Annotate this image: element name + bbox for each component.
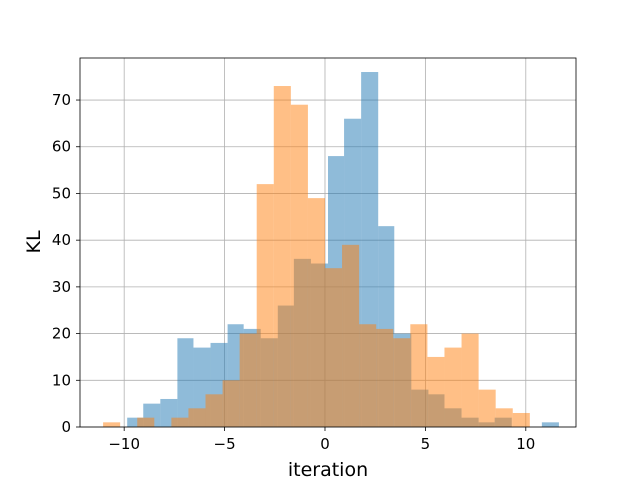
histogram-bar-series-2 <box>222 380 240 427</box>
x-axis-label: iteration <box>288 459 368 480</box>
histogram-bar-series-2 <box>205 394 223 427</box>
histogram-bar-series-2 <box>410 324 428 427</box>
y-axis-label: KL <box>23 230 45 253</box>
plot-frame <box>79 57 577 428</box>
histogram-bar-series-2 <box>342 244 360 427</box>
histogram-bar-series-2 <box>103 422 121 427</box>
histogram-bar-series-1 <box>177 338 194 427</box>
histogram-bar-series-1 <box>127 417 144 427</box>
histogram-bar-series-2 <box>376 328 394 427</box>
x-tick-label: 5 <box>421 435 431 453</box>
x-tick-label: −10 <box>108 435 140 453</box>
histogram-bar-series-2 <box>290 104 308 427</box>
y-tick-label: 60 <box>52 138 71 156</box>
histogram-bar-series-2 <box>393 338 411 427</box>
histogram-bar-series-2 <box>239 333 257 427</box>
x-tick-label: 0 <box>320 435 330 453</box>
x-tick-label: 10 <box>516 435 535 453</box>
histogram-bar-series-2 <box>137 417 155 427</box>
y-tick-label: 50 <box>52 184 71 202</box>
y-tick-label: 0 <box>61 418 71 436</box>
y-tick-label: 70 <box>52 91 71 109</box>
axis-ticks: −10 −5 0 5 10 0 10 20 30 40 50 60 70 <box>52 91 535 453</box>
histogram-bar-series-2 <box>273 86 291 427</box>
histogram-bar-series-1 <box>541 422 559 427</box>
y-tick-label: 30 <box>52 278 71 296</box>
y-tick-label: 10 <box>52 371 71 389</box>
y-tick-label: 20 <box>52 325 71 343</box>
histogram-bar-series-2 <box>495 408 513 427</box>
histogram-bar-series-2 <box>478 389 496 427</box>
histogram-bar-series-2 <box>512 412 530 427</box>
histogram-bar-series-2 <box>427 356 445 427</box>
histogram-bars <box>103 72 559 427</box>
histogram-bar-series-2 <box>461 333 479 427</box>
y-tick-label: 40 <box>52 231 71 249</box>
histogram-bar-series-2 <box>307 198 325 427</box>
histogram-bar-series-2 <box>171 417 189 427</box>
histogram-bar-series-2 <box>188 408 206 427</box>
histogram-bar-series-2 <box>256 184 274 427</box>
histogram-bar-series-2 <box>359 324 377 427</box>
x-tick-label: −5 <box>214 435 236 453</box>
histogram-bar-series-2 <box>444 347 462 427</box>
histogram-bar-series-2 <box>324 268 343 427</box>
